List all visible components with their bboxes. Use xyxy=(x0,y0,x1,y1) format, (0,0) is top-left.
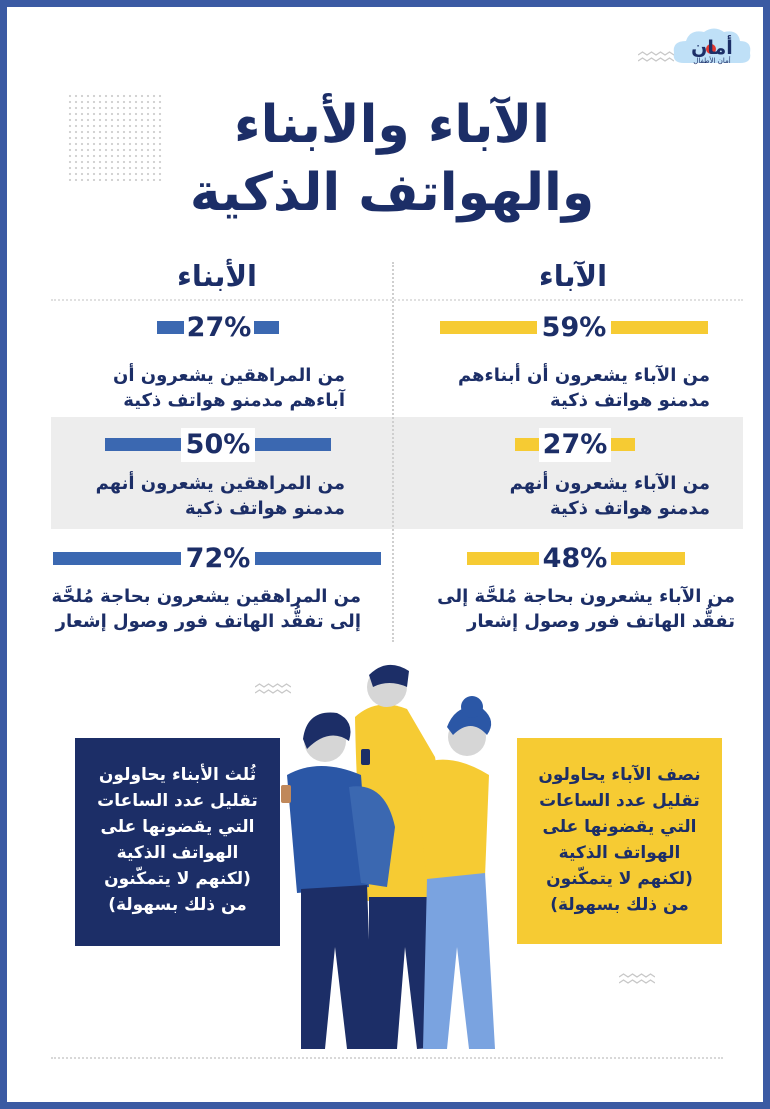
parents-heading: الآباء xyxy=(538,259,608,293)
kids-stat-1: من المراهقين يشعرون أن آباءهم مدمنو هوات… xyxy=(35,363,345,413)
kids-stat-1-line1: من المراهقين يشعرون أن xyxy=(112,365,345,386)
parents-note-box: نصف الآباء يحاولون تقليل عدد الساعات الت… xyxy=(517,738,722,944)
zigzag-icon xyxy=(255,683,291,694)
parents-stat-2-line1: من الآباء يشعرون أنهم xyxy=(509,473,710,494)
kids-note-line: التي يقضونها على xyxy=(100,817,255,837)
parents-note-line: تقليل عدد الساعات xyxy=(539,791,700,811)
logo: أمان أمان الأطفال xyxy=(670,23,754,71)
kids-stat-3-line2: إلى تفقُّد الهاتف فور وصول إشعار xyxy=(55,611,361,632)
parents-note-line: من ذلك بسهولة) xyxy=(550,895,689,915)
zigzag-icon xyxy=(638,51,674,62)
kids-note-line: ثُلث الأبناء يحاولون xyxy=(98,765,257,785)
kids-stat-3-line1: من المراهقين يشعرون بحاجة مُلحَّة xyxy=(51,586,362,607)
kids-pct-3: 72% xyxy=(181,542,255,576)
parents-stat-1: من الآباء يشعرون أن أبناءهم مدمنو هواتف … xyxy=(400,363,710,413)
parents-pct-2: 27% xyxy=(539,428,611,462)
kids-stat-1-line2: آباءهم مدمنو هواتف ذكية xyxy=(123,390,345,411)
people-illustration xyxy=(281,664,495,1049)
kids-note-line: من ذلك بسهولة) xyxy=(108,895,247,915)
parents-note-line: (لكنهم لا يتمكّنون xyxy=(546,869,693,889)
parents-stat-2-line2: مدمنو هواتف ذكية xyxy=(550,498,710,519)
dotted-rule xyxy=(51,299,743,301)
parents-note-line: نصف الآباء يحاولون xyxy=(538,765,701,785)
parents-stat-1-line2: مدمنو هواتف ذكية xyxy=(550,390,710,411)
parents-stat-2: من الآباء يشعرون أنهم مدمنو هواتف ذكية xyxy=(400,471,710,521)
kids-heading: الأبناء xyxy=(177,259,257,293)
logo-subtitle: أمان الأطفال xyxy=(693,57,731,65)
title-line-2: والهواتف الذكية xyxy=(189,163,595,223)
kids-note-box: ثُلث الأبناء يحاولون تقليل عدد الساعات ا… xyxy=(75,738,280,946)
parents-note-line: الهواتف الذكية xyxy=(558,843,681,863)
kids-pct-2: 50% xyxy=(181,428,255,462)
logo-name: أمان xyxy=(691,37,733,59)
kids-stat-2: من المراهقين يشعرون أنهم مدمنو هواتف ذكي… xyxy=(35,471,345,521)
kids-note-line: (لكنهم لا يتمكّنون xyxy=(104,869,251,889)
title-line-1: الآباء والأبناء xyxy=(233,95,550,155)
parents-pct-3: 48% xyxy=(539,542,611,576)
kids-stat-2-line1: من المراهقين يشعرون أنهم xyxy=(95,473,345,494)
kids-note-line: الهواتف الذكية xyxy=(116,843,239,863)
parents-stat-3-line1: من الآباء يشعرون بحاجة مُلحَّة إلى xyxy=(437,586,735,607)
parents-note-line: التي يقضونها على xyxy=(542,817,697,837)
kids-pct-1: 27% xyxy=(184,311,254,345)
kids-stat-3: من المراهقين يشعرون بحاجة مُلحَّة إلى تف… xyxy=(51,584,362,634)
parents-stat-1-line1: من الآباء يشعرون أن أبناءهم xyxy=(457,365,710,386)
parents-pct-1: 59% xyxy=(537,311,611,345)
zigzag-icon xyxy=(619,973,655,984)
cloud-logo-icon xyxy=(673,28,751,63)
parents-stat-3: من الآباء يشعرون بحاجة مُلحَّة إلى تفقُّ… xyxy=(425,584,735,634)
dot-pattern-left xyxy=(67,93,162,181)
kids-stat-2-line2: مدمنو هواتف ذكية xyxy=(185,498,345,519)
parents-stat-3-line2: تفقُّد الهاتف فور وصول إشعار xyxy=(467,611,735,632)
column-divider xyxy=(392,262,394,642)
kids-note-line: تقليل عدد الساعات xyxy=(97,791,258,811)
floor-line xyxy=(51,1057,723,1059)
highlight-band xyxy=(51,417,743,529)
